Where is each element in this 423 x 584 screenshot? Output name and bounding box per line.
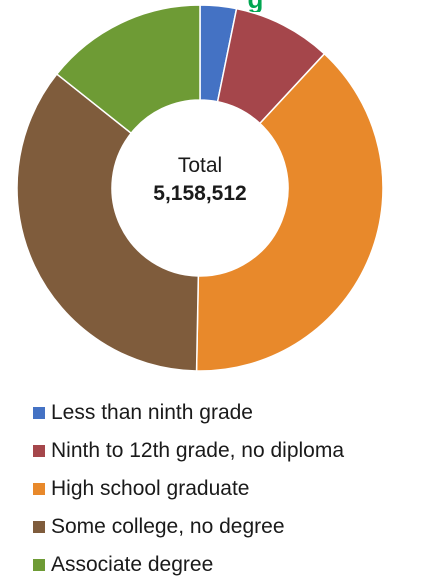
donut-slice-high-school-graduate <box>195 52 384 372</box>
legend-label: High school graduate <box>51 477 250 500</box>
legend-swatch <box>33 445 45 457</box>
legend-item: High school graduate <box>33 470 344 508</box>
legend-swatch <box>33 521 45 533</box>
legend-label: Associate degree <box>51 553 214 576</box>
donut-slices <box>16 4 384 372</box>
legend-label: Less than ninth grade <box>51 401 253 424</box>
legend-item: Less than ninth grade <box>33 394 344 432</box>
chart-legend: Less than ninth grade Ninth to 12th grade… <box>33 394 344 584</box>
legend-label: Ninth to 12th grade, no diploma <box>51 439 345 462</box>
legend-item: Associate degree <box>33 546 344 584</box>
legend-swatch <box>33 483 45 495</box>
donut-slice-some-college-no-degree <box>16 72 200 372</box>
legend-item: Ninth to 12th grade, no diploma <box>33 432 344 470</box>
donut-slice-associate-degree <box>55 4 201 135</box>
legend-item: Some college, no degree <box>33 508 344 546</box>
center-total-value: 5,158,512 <box>153 182 246 205</box>
legend-swatch <box>33 559 45 571</box>
chart-title-fragment: g <box>0 0 423 12</box>
donut-chart: Total 5,158,512 <box>16 4 384 372</box>
center-total-label: Total <box>178 154 222 177</box>
legend-label: Some college, no degree <box>51 515 285 538</box>
legend-swatch <box>33 407 45 419</box>
